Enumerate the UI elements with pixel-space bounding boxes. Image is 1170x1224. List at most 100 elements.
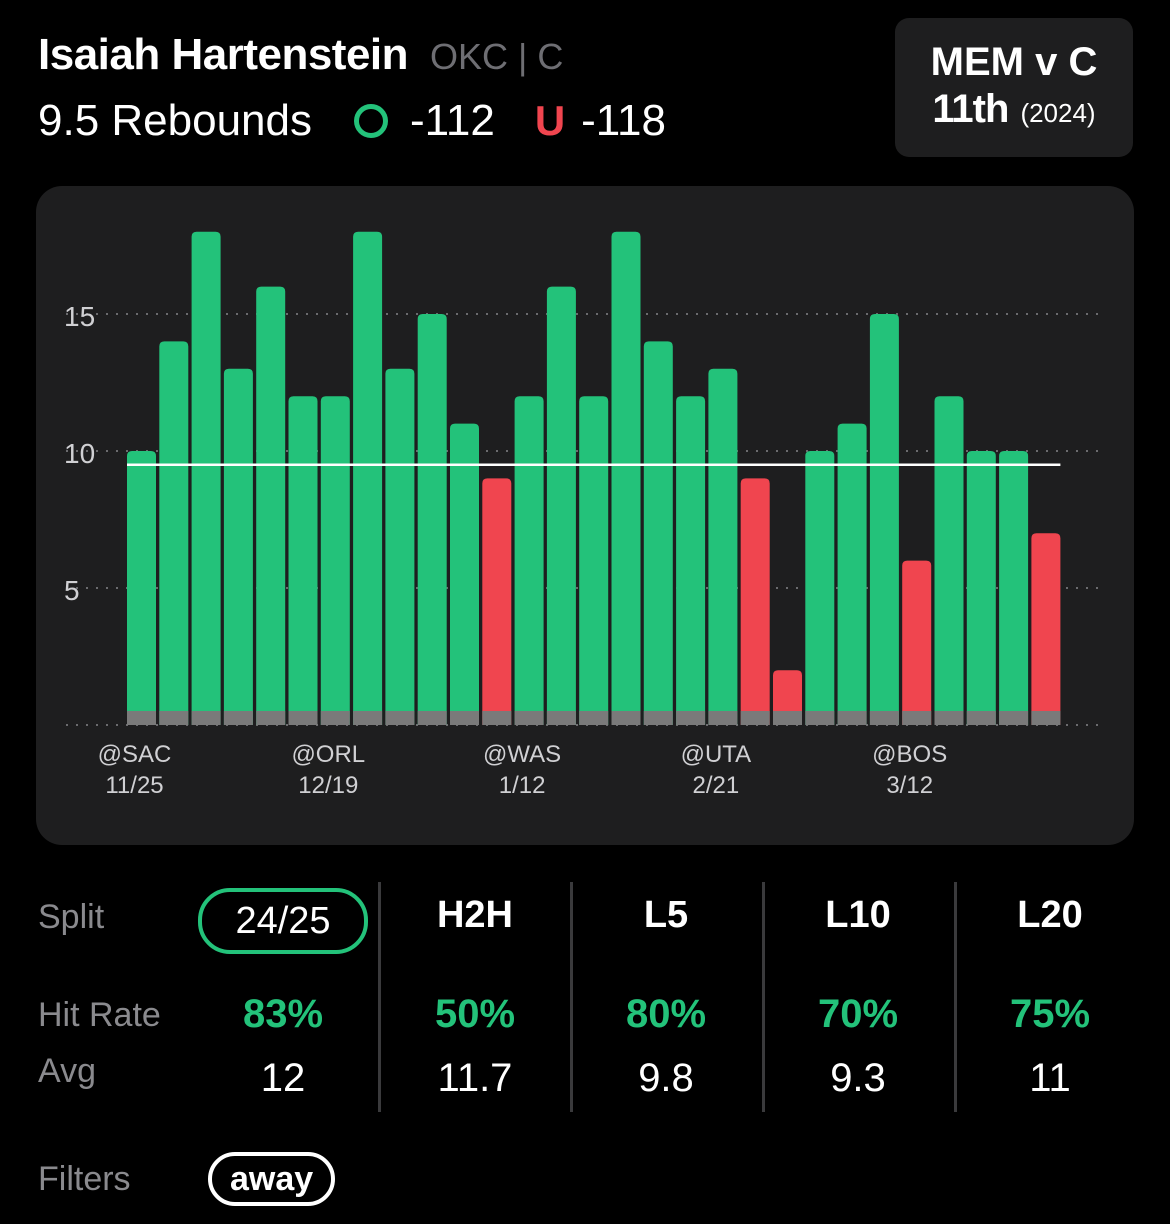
- bar-base: [708, 711, 738, 725]
- bar: [385, 368, 415, 725]
- avg-l5: 9.8: [638, 1056, 694, 1100]
- avg-l20: 11: [1029, 1056, 1071, 1100]
- bar: [320, 396, 350, 725]
- bar-base: [902, 711, 932, 725]
- under-odds[interactable]: -118: [581, 96, 666, 145]
- player-name: Isaiah Hartenstein: [38, 30, 409, 79]
- split-tab-season[interactable]: 24/25: [198, 888, 368, 954]
- x-tick-date: 11/25: [105, 772, 163, 799]
- bar-base: [966, 711, 996, 725]
- bar: [288, 396, 318, 725]
- x-tick-date: 2/21: [693, 772, 740, 799]
- hit-rate-h2h: 50%: [434, 992, 516, 1036]
- bar: [999, 451, 1029, 725]
- x-tick-date: 3/12: [886, 772, 933, 799]
- bar-base: [417, 711, 447, 725]
- bar-base: [643, 711, 673, 725]
- bar: [417, 314, 447, 725]
- bar-base: [159, 711, 189, 725]
- filter-chip-away[interactable]: away: [208, 1152, 336, 1206]
- bar-base: [450, 711, 479, 725]
- bar: [159, 341, 189, 725]
- over-odds[interactable]: -112: [410, 96, 495, 145]
- bar: [482, 478, 512, 725]
- matchup-card[interactable]: MEM v C 11th (2024): [895, 18, 1133, 157]
- bar: [256, 286, 286, 725]
- x-tick-opponent: @ORL: [291, 741, 365, 768]
- bar: [805, 451, 835, 725]
- bar-base: [579, 711, 609, 725]
- bar: [191, 231, 221, 726]
- split-column-l5[interactable]: L5: [571, 894, 761, 937]
- bar: [740, 478, 770, 725]
- bar: [869, 314, 899, 725]
- matchup-opponent: MEM v C: [930, 40, 1098, 84]
- over-circle-icon: [354, 104, 388, 138]
- bar: [579, 396, 609, 725]
- bar: [353, 231, 383, 726]
- bar-base: [385, 711, 415, 725]
- x-tick-opponent: @SAC: [98, 741, 172, 768]
- bar: [676, 396, 706, 725]
- avg-row-label: Avg: [38, 1052, 96, 1090]
- hit-rate-season: 83%: [242, 992, 324, 1036]
- bar: [934, 396, 964, 725]
- avg-l10: 9.3: [830, 1056, 886, 1100]
- bar-base: [191, 711, 221, 725]
- bar-chart: 5 10 15 @SAC 11/25 @ORL 12/19 @WAS 1/12 @UTA 2/21 @…: [64, 231, 1104, 799]
- prop-line: 9.5 Rebounds: [38, 96, 312, 145]
- bar-base: [223, 711, 253, 725]
- x-tick-date: 12/19: [298, 772, 358, 799]
- bar-base: [514, 711, 544, 725]
- bar: [902, 560, 932, 725]
- split-tab-h2h[interactable]: H2H: [436, 894, 514, 936]
- x-tick-opponent: @BOS: [872, 741, 947, 768]
- bar-base: [320, 711, 350, 725]
- hit-rate-l10: 70%: [817, 992, 899, 1036]
- split-tab-l10[interactable]: L10: [825, 894, 891, 936]
- avg-h2h: 11.7: [437, 1056, 513, 1100]
- bar-base: [837, 711, 867, 725]
- bar-base: [482, 711, 512, 725]
- column-divider: [570, 882, 573, 1112]
- bar: [837, 423, 867, 725]
- split-column-l10[interactable]: L10: [763, 894, 953, 937]
- bar-base: [740, 711, 770, 725]
- bar: [127, 451, 156, 725]
- under-label: U: [534, 97, 566, 144]
- bar-base: [676, 711, 706, 725]
- avg-season: 12: [260, 1056, 306, 1100]
- y-tick-label: 10: [64, 438, 95, 469]
- split-column-h2h[interactable]: H2H: [380, 894, 570, 937]
- y-tick-label: 15: [64, 301, 95, 332]
- column-divider: [762, 882, 765, 1112]
- bar: [450, 423, 479, 725]
- bar: [643, 341, 673, 725]
- bar: [1031, 533, 1061, 725]
- split-column-l20[interactable]: L20: [955, 894, 1145, 937]
- column-divider: [954, 882, 957, 1112]
- bar-base: [1031, 711, 1061, 725]
- bar: [611, 231, 641, 726]
- bar: [223, 368, 253, 725]
- column-divider: [378, 882, 381, 1112]
- bar: [708, 368, 738, 725]
- hit-rate-row-label: Hit Rate: [38, 996, 161, 1034]
- split-tab-l5[interactable]: L5: [643, 894, 689, 936]
- rank-season: (2024): [1020, 98, 1096, 128]
- filters-label: Filters: [38, 1159, 131, 1198]
- bar-base: [999, 711, 1029, 725]
- defense-rank: 11th: [932, 87, 1009, 131]
- x-tick-opponent: @UTA: [681, 741, 752, 768]
- hit-rate-l5: 80%: [625, 992, 707, 1036]
- split-tab-l20[interactable]: L20: [1017, 894, 1083, 936]
- filters-row: Filters away: [38, 1152, 336, 1206]
- bar-base: [805, 711, 835, 725]
- header: Isaiah Hartenstein OKC | C 9.5 Rebounds …: [38, 30, 666, 146]
- split-column-season[interactable]: 24/25: [188, 888, 378, 960]
- splits-table: Split Hit Rate Avg 24/25 H2H L5 L10 L20 …: [0, 870, 1170, 1130]
- bar: [546, 286, 576, 725]
- bar-base: [611, 711, 641, 725]
- y-tick-label: 5: [64, 575, 80, 606]
- bar-base: [353, 711, 383, 725]
